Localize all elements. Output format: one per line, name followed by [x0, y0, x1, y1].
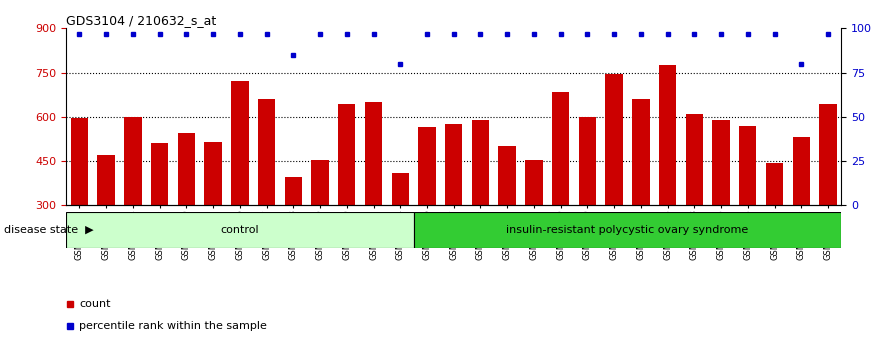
- Bar: [413, 212, 841, 248]
- Bar: [231, 81, 248, 205]
- Bar: [659, 65, 677, 205]
- Bar: [633, 99, 649, 205]
- Bar: [685, 114, 703, 205]
- Bar: [499, 146, 516, 205]
- Bar: [739, 126, 757, 205]
- Bar: [338, 104, 355, 205]
- Bar: [285, 177, 302, 205]
- Bar: [151, 143, 168, 205]
- Text: count: count: [79, 299, 111, 309]
- Text: control: control: [220, 225, 259, 235]
- Bar: [445, 124, 463, 205]
- Bar: [98, 155, 115, 205]
- Bar: [70, 118, 88, 205]
- Bar: [418, 127, 436, 205]
- Bar: [525, 160, 543, 205]
- Bar: [579, 117, 596, 205]
- Bar: [471, 120, 489, 205]
- Bar: [713, 120, 729, 205]
- Bar: [258, 99, 275, 205]
- Bar: [204, 142, 222, 205]
- Bar: [391, 173, 409, 205]
- Bar: [552, 92, 569, 205]
- Bar: [311, 160, 329, 205]
- Bar: [365, 102, 382, 205]
- Text: disease state  ▶: disease state ▶: [4, 225, 94, 235]
- Bar: [178, 133, 195, 205]
- Bar: [124, 117, 142, 205]
- Text: GDS3104 / 210632_s_at: GDS3104 / 210632_s_at: [66, 14, 217, 27]
- Bar: [766, 162, 783, 205]
- Bar: [66, 212, 413, 248]
- Bar: [605, 74, 623, 205]
- Bar: [793, 137, 810, 205]
- Text: percentile rank within the sample: percentile rank within the sample: [79, 321, 267, 331]
- Bar: [819, 104, 837, 205]
- Text: insulin-resistant polycystic ovary syndrome: insulin-resistant polycystic ovary syndr…: [507, 225, 749, 235]
